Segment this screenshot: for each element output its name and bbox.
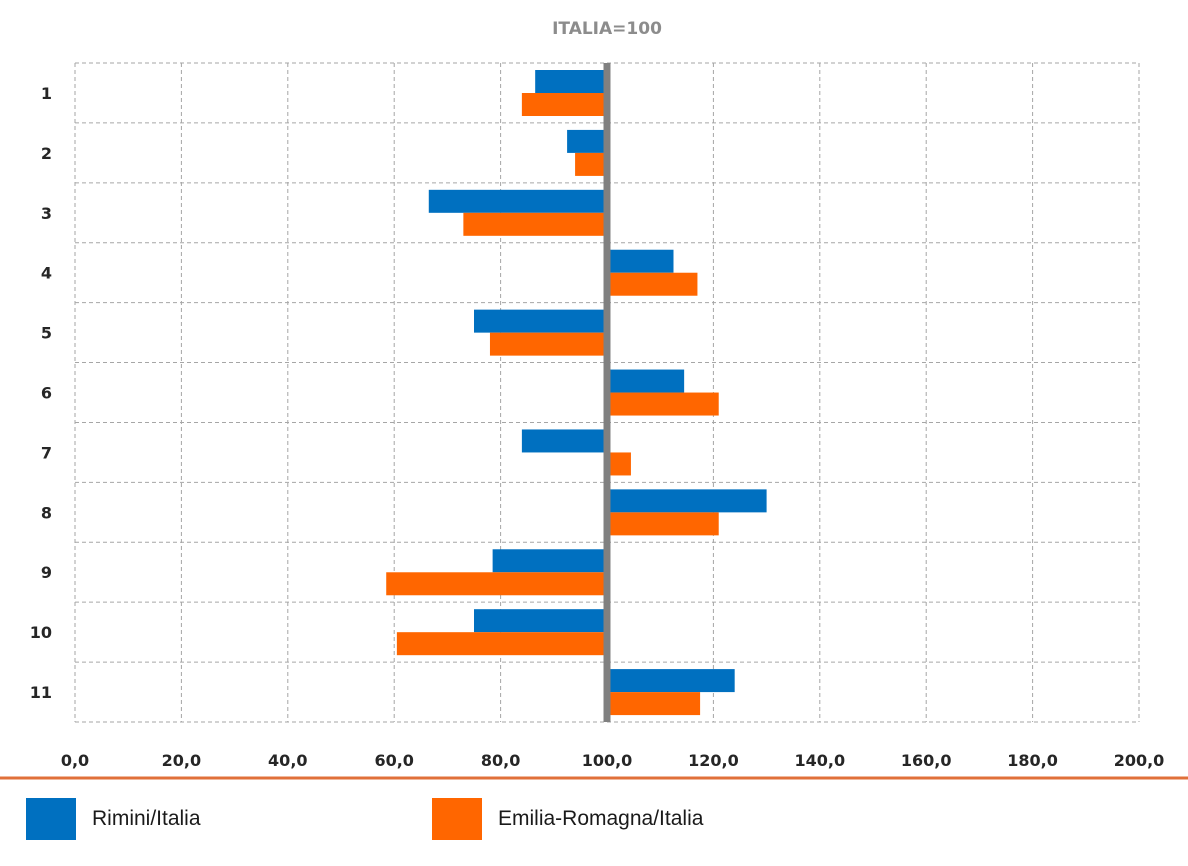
bar-rimini-9	[492, 549, 607, 573]
x-tick-label: 160,0	[901, 751, 952, 770]
category-label-11: 11	[30, 683, 52, 702]
bar-emilia-romagna-5	[489, 332, 607, 356]
bar-emilia-romagna-4	[607, 272, 698, 296]
x-tick-label: 180,0	[1007, 751, 1058, 770]
category-label-4: 4	[41, 264, 52, 283]
x-tick-labels: 0,0 20,0 40,0 60,0 80,0 100,0 120,0 140,0 160,0 1…	[61, 751, 1164, 770]
category-label-1: 1	[41, 84, 52, 103]
x-tick-label: 140,0	[794, 751, 845, 770]
category-label-3: 3	[41, 204, 52, 223]
bar-emilia-romagna-2	[575, 152, 607, 176]
category-label-7: 7	[41, 443, 52, 462]
bar-emilia-romagna-1	[521, 93, 607, 116]
bar-emilia-romagna-11	[607, 692, 701, 716]
category-label-5: 5	[41, 324, 52, 343]
category-label-8: 8	[41, 503, 52, 522]
bar-rimini-6	[607, 369, 685, 393]
category-label-10: 10	[30, 623, 52, 642]
category-label-6: 6	[41, 384, 52, 403]
category-labels: 1 2 3 4 5 6 7 8 9 10 11	[30, 84, 52, 702]
bar-rimini-7	[521, 429, 607, 453]
x-tick-label: 120,0	[688, 751, 739, 770]
legend-label-emilia-romagna: Emilia-Romagna/Italia	[498, 807, 704, 830]
bar-emilia-romagna-3	[463, 212, 607, 236]
bar-rimini-3	[428, 189, 607, 213]
bar-rimini-8	[607, 489, 767, 513]
bar-rimini-1	[535, 70, 607, 93]
bar-rimini-10	[474, 609, 607, 633]
x-tick-label: 60,0	[374, 751, 413, 770]
x-tick-label: 20,0	[162, 751, 201, 770]
category-label-9: 9	[41, 563, 52, 582]
bar-rimini-4	[607, 249, 674, 273]
x-tick-label: 200,0	[1114, 751, 1165, 770]
bar-emilia-romagna-6	[607, 392, 719, 416]
bars	[386, 70, 767, 716]
x-tick-label: 0,0	[61, 751, 89, 770]
legend-item-emilia-romagna: Emilia-Romagna/Italia	[432, 798, 703, 840]
bar-emilia-romagna-9	[386, 572, 607, 596]
legend-swatch-rimini	[26, 798, 76, 840]
category-label-2: 2	[41, 144, 52, 163]
x-tick-label: 100,0	[582, 751, 633, 770]
x-tick-label: 40,0	[268, 751, 307, 770]
bar-emilia-romagna-7	[607, 452, 631, 476]
legend-label-rimini: Rimini/Italia	[92, 807, 201, 830]
bar-rimini-5	[474, 309, 607, 333]
bar-rimini-2	[567, 129, 607, 153]
bar-emilia-romagna-10	[396, 632, 607, 656]
chart-title: ITALIA=100	[552, 19, 662, 39]
x-tick-label: 80,0	[481, 751, 520, 770]
bar-emilia-romagna-8	[607, 512, 719, 536]
legend-swatch-emilia-romagna	[432, 798, 482, 840]
legend-item-rimini: Rimini/Italia	[26, 798, 201, 840]
bar-rimini-11	[607, 669, 735, 693]
